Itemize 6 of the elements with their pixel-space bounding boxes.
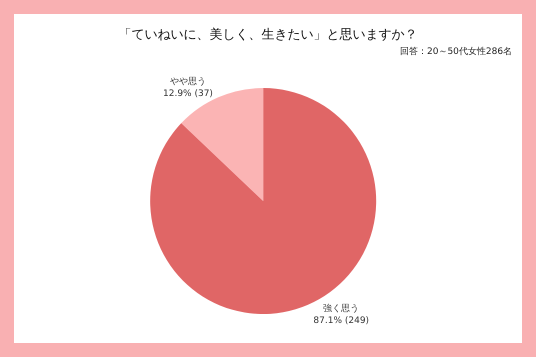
chart-title: 「ていねいに、美しく、生きたい」と思いますか？	[118, 26, 418, 42]
data-label: 12.9% (37)	[163, 88, 213, 99]
data-label: 87.1% (249)	[313, 316, 370, 326]
slice-label: やや思う	[170, 76, 206, 88]
text: 回答：20～50代女性286名	[400, 46, 512, 57]
slice-label: 強く思う	[323, 303, 360, 314]
